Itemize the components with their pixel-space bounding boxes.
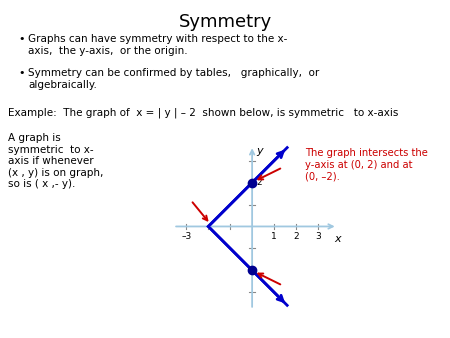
Text: 2: 2	[256, 178, 262, 187]
Text: •: •	[18, 68, 24, 78]
Text: •: •	[18, 34, 24, 44]
Text: 3: 3	[315, 232, 321, 241]
Text: A graph is
symmetric  to x-
axis if whenever
(x , y) is on graph,
so is ( x ,- y: A graph is symmetric to x- axis if whene…	[8, 133, 104, 189]
Text: The graph intersects the
y-axis at (0, 2) and at
(0, –2).: The graph intersects the y-axis at (0, 2…	[305, 148, 428, 181]
Text: 1: 1	[271, 232, 277, 241]
Text: –3: –3	[181, 232, 192, 241]
Text: y: y	[256, 146, 263, 156]
Text: 2: 2	[293, 232, 299, 241]
Text: Symmetry can be confirmed by tables,   graphically,  or
algebraically.: Symmetry can be confirmed by tables, gra…	[28, 68, 319, 90]
Text: Symmetry: Symmetry	[178, 13, 272, 31]
Text: Example:  The graph of  x = | y | – 2  shown below, is symmetric   to x-axis: Example: The graph of x = | y | – 2 show…	[8, 107, 398, 118]
Text: x: x	[334, 234, 341, 244]
Text: Graphs can have symmetry with respect to the x-
axis,  the y-axis,  or the origi: Graphs can have symmetry with respect to…	[28, 34, 288, 55]
